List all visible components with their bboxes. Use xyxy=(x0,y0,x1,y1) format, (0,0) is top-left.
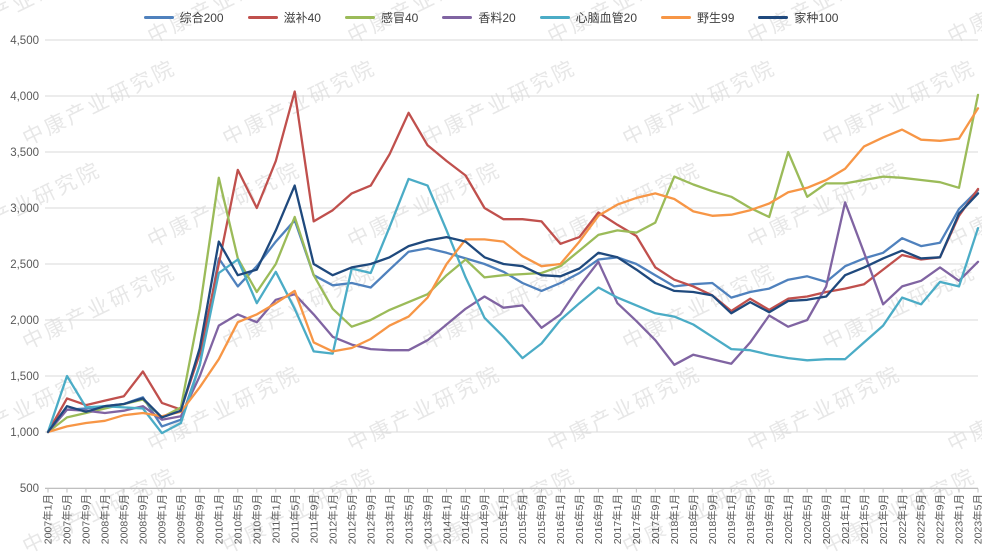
x-axis-label: 2019年1月 xyxy=(725,494,738,544)
x-axis-label: 2022年9月 xyxy=(934,494,947,544)
legend-label: 野生99 xyxy=(697,11,735,25)
x-axis-label: 2007年5月 xyxy=(61,494,74,544)
x-axis-label: 2021年1月 xyxy=(839,494,852,544)
x-axis-label: 2009年1月 xyxy=(156,494,169,544)
legend-item-6: 家种100 xyxy=(758,9,838,26)
legend-line-swatch xyxy=(661,16,692,19)
x-axis-label: 2014年5月 xyxy=(459,494,472,544)
x-axis-label: 2015年1月 xyxy=(497,494,510,544)
y-axis-label: 4,000 xyxy=(10,91,39,103)
x-axis-label: 2013年5月 xyxy=(402,494,415,544)
x-axis-label: 2014年1月 xyxy=(440,494,453,544)
x-axis-label: 2016年9月 xyxy=(592,494,605,544)
series-line-2 xyxy=(46,93,980,434)
x-axis-label: 2017年1月 xyxy=(611,494,624,544)
legend-line-swatch xyxy=(758,16,789,19)
x-axis-label: 2016年1月 xyxy=(554,494,567,544)
x-axis-label: 2012年9月 xyxy=(364,494,377,544)
x-axis-label: 2019年5月 xyxy=(744,494,757,544)
x-axis-label: 2018年1月 xyxy=(668,494,681,544)
x-axis-label: 2014年9月 xyxy=(478,494,491,544)
legend-line-swatch xyxy=(539,16,570,19)
x-axis-label: 2019年9月 xyxy=(763,494,776,544)
x-axis-label: 2017年5月 xyxy=(630,494,643,544)
x-axis-label: 2011年9月 xyxy=(307,494,320,543)
y-axis-label: 3,500 xyxy=(10,147,39,159)
x-axis-label: 2017年9月 xyxy=(649,494,662,544)
series-line-3 xyxy=(46,201,980,434)
legend-item-5: 野生99 xyxy=(661,9,734,26)
x-axis-label: 2008年9月 xyxy=(137,494,150,544)
legend-line-swatch xyxy=(247,16,278,19)
legend-label: 综合200 xyxy=(179,11,224,25)
series-line-5 xyxy=(46,107,980,434)
x-axis-label: 2009年5月 xyxy=(175,494,188,544)
x-axis-label: 2008年5月 xyxy=(118,494,131,544)
y-axis-label: 2,000 xyxy=(10,315,39,327)
x-axis-label: 2018年5月 xyxy=(687,494,700,544)
x-axis-label: 2022年5月 xyxy=(915,494,928,544)
x-axis-label: 2008年1月 xyxy=(99,494,112,544)
x-axis-label: 2007年1月 xyxy=(42,494,55,544)
x-axis-label: 2016年5月 xyxy=(573,494,586,544)
x-axis-label: 2011年5月 xyxy=(288,494,301,543)
x-axis-label: 2011年1月 xyxy=(269,494,282,543)
x-axis-label: 2010年9月 xyxy=(250,494,263,544)
y-axis-label: 4,500 xyxy=(10,35,39,47)
x-axis-label: 2010年1月 xyxy=(212,494,225,544)
y-axis-label: 2,500 xyxy=(10,259,39,271)
x-axis-label: 2021年5月 xyxy=(858,494,871,544)
y-axis-label: 1,500 xyxy=(10,371,39,383)
x-axis-label: 2013年9月 xyxy=(421,494,434,544)
legend-item-2: 感冒40 xyxy=(344,9,419,26)
legend-item-0: 综合200 xyxy=(143,9,224,26)
x-axis-label: 2020年1月 xyxy=(782,494,795,544)
y-axis-label: 3,000 xyxy=(10,203,39,215)
series-line-4 xyxy=(46,177,980,435)
legend-label: 滋补40 xyxy=(283,11,321,25)
x-axis-label: 2015年5月 xyxy=(516,494,529,544)
x-axis-label: 2010年5月 xyxy=(231,494,244,544)
legend-line-swatch xyxy=(143,16,174,19)
chart-legend: 综合200 滋补40 感冒40 香料20 心脑血管20 野生99 家种100 xyxy=(0,9,982,26)
x-axis-label: 2012年1月 xyxy=(326,494,339,544)
legend-line-swatch xyxy=(442,16,473,19)
x-axis-label: 2023年5月 xyxy=(972,494,982,544)
series-line-1 xyxy=(46,90,980,434)
legend-label: 家种100 xyxy=(794,11,839,25)
legend-label: 感冒40 xyxy=(380,11,419,25)
x-axis-label: 2015年9月 xyxy=(535,494,548,544)
legend-item-1: 滋补40 xyxy=(247,9,321,26)
legend-label: 心脑血管20 xyxy=(575,11,638,25)
x-axis-label: 2022年1月 xyxy=(896,494,909,544)
x-axis-label: 2020年9月 xyxy=(820,494,833,544)
series-line-6 xyxy=(46,184,980,434)
x-axis-label: 2021年9月 xyxy=(877,494,890,544)
x-axis-label: 2023年1月 xyxy=(953,494,966,544)
y-axis-label: 1,000 xyxy=(10,427,39,439)
legend-item-3: 香料20 xyxy=(442,9,516,26)
x-axis-label: 2020年5月 xyxy=(801,494,814,544)
legend-item-4: 心脑血管20 xyxy=(539,9,638,26)
series-line-0 xyxy=(46,188,980,434)
legend-label: 香料20 xyxy=(478,11,516,25)
y-axis-label: 500 xyxy=(20,483,39,495)
x-axis-label: 2012年5月 xyxy=(345,494,358,544)
x-axis-label: 2018年9月 xyxy=(706,494,719,544)
x-axis-label: 2009年9月 xyxy=(194,494,207,544)
legend-line-swatch xyxy=(344,16,375,19)
x-axis-label: 2013年1月 xyxy=(383,494,396,544)
x-axis-label: 2007年9月 xyxy=(80,494,93,544)
